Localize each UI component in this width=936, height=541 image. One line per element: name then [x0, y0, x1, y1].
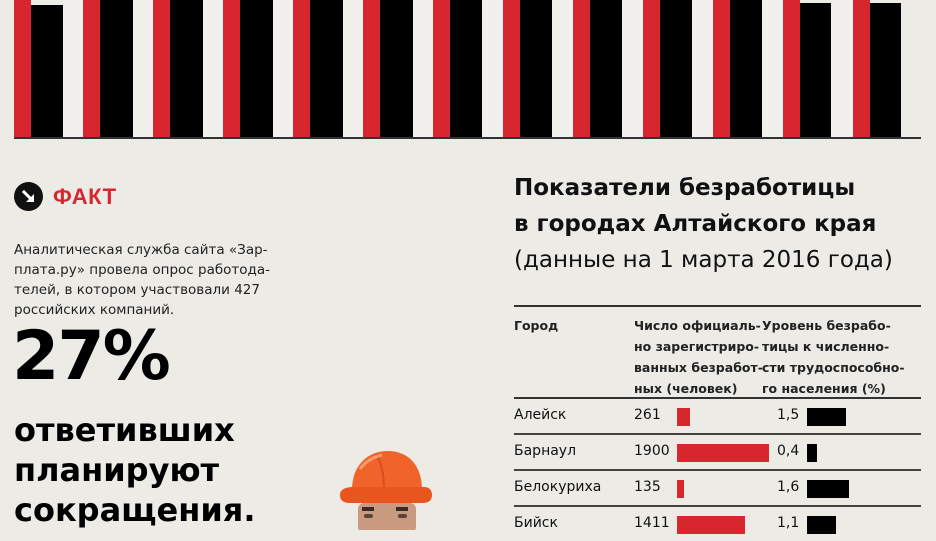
header-text: Город — [514, 318, 559, 333]
title-line: Показатели безработицы — [514, 175, 856, 201]
decorative-bar-red — [293, 0, 310, 137]
decorative-bar-red — [83, 0, 100, 137]
decorative-bar-white — [133, 0, 153, 137]
header-text: го населения (%) — [762, 381, 886, 396]
table-row: Алейск 261 1,5 — [514, 399, 921, 433]
rate-bar — [807, 516, 836, 534]
decorative-bar-white — [203, 0, 223, 137]
decorative-bar-black — [31, 5, 63, 137]
decorative-bar-white — [482, 0, 503, 137]
decorative-bar-black — [800, 3, 831, 137]
unemployed-count: 135 — [634, 479, 661, 495]
decorative-bar-red — [223, 0, 240, 137]
decorative-bar-red — [853, 0, 870, 137]
count-bar — [677, 480, 684, 498]
table-row: Барнаул 1900 0,4 — [514, 433, 921, 469]
fact-label: ФАКТ — [53, 183, 117, 209]
decorative-bar-black — [240, 0, 273, 137]
header-count: Число официаль- но зарегистриро- ванных … — [634, 315, 764, 399]
decorative-bar-black — [100, 0, 133, 137]
decorative-bar-red — [713, 0, 730, 137]
decorative-bar-white — [273, 0, 293, 137]
unemployment-table: Город Число официаль- но зарегистриро- в… — [514, 305, 921, 541]
decorative-bar-white — [622, 0, 643, 137]
big-statement-line: ответивших — [14, 411, 235, 449]
arrow-down-right-circle-icon — [14, 182, 43, 211]
header-text: тицы к численно- — [762, 339, 890, 354]
fact-description: Аналитическая служба сайта «Зар- плата.р… — [14, 240, 294, 320]
decorative-bar-white — [692, 0, 713, 137]
decorative-bar-red — [14, 0, 31, 137]
decorative-bar-white — [413, 0, 433, 137]
decorative-bar-red — [783, 0, 800, 137]
big-statement-line: сокращения. — [14, 491, 256, 529]
rate-bar — [807, 480, 849, 498]
decorative-bar-black — [730, 0, 762, 137]
title-subtitle: (данные на 1 марта 2016 года) — [514, 247, 893, 273]
decorative-bar-black — [450, 0, 482, 137]
header-text: Число официаль- — [634, 318, 761, 333]
unemployment-rate: 1,6 — [777, 479, 800, 495]
header-text: ных (человек) — [634, 381, 738, 396]
decorative-bar-black — [590, 0, 622, 137]
table-body: Алейск 261 1,5 Барнаул 1900 0,4 Белокури… — [514, 399, 921, 541]
infographic-title: Показатели безработицы в городах Алтайск… — [514, 170, 893, 278]
fact-header: ФАКТ — [14, 182, 117, 211]
decorative-bar-red — [363, 0, 380, 137]
decorative-bar-white — [63, 0, 83, 137]
table-header: Город Число официаль- но зарегистриро- в… — [514, 307, 921, 397]
header-rate: Уровень безрабо- тицы к численно- сти тр… — [762, 315, 922, 399]
unemployment-rate: 0,4 — [777, 443, 800, 459]
decorative-bar-red — [153, 0, 170, 137]
unemployed-count: 1900 — [634, 443, 670, 459]
decorative-bar-white — [552, 0, 573, 137]
big-statement: ответивших планируют сокращения. — [14, 410, 255, 530]
rate-bar — [807, 408, 846, 426]
header-text: Уровень безрабо- — [762, 318, 891, 333]
decorative-bar-black — [170, 0, 203, 137]
table-row: Белокуриха 135 1,6 — [514, 469, 921, 505]
header-text: ванных безработ- — [634, 360, 763, 375]
decorative-bar-white — [831, 0, 853, 137]
decorative-bar-red — [643, 0, 660, 137]
decorative-bar-red — [573, 0, 590, 137]
city-name: Бийск — [514, 515, 558, 531]
fact-text-line: телей, в котором участвовали 427 — [14, 282, 260, 298]
decorative-bar-black — [870, 3, 901, 137]
worker-hardhat-image — [340, 451, 432, 530]
fact-text-line: Аналитическая служба сайта «Зар- — [14, 242, 268, 258]
decorative-bar-pattern — [0, 0, 936, 140]
decorative-bar-red — [433, 0, 450, 137]
rate-bar — [807, 444, 817, 462]
unemployed-count: 261 — [634, 407, 661, 423]
header-text: но зарегистриро- — [634, 339, 760, 354]
decorative-bar-white — [343, 0, 363, 137]
decorative-bar-red — [503, 0, 520, 137]
count-bar — [677, 516, 745, 534]
table-top-rule — [514, 305, 921, 307]
big-statement-line: планируют — [14, 451, 220, 489]
decorative-bar-black — [520, 0, 552, 137]
decorative-bar-black — [660, 0, 692, 137]
decorative-bar-white — [762, 0, 783, 137]
header-city: Город — [514, 315, 558, 336]
decorative-bar-black — [310, 0, 343, 137]
title-line: в городах Алтайского края — [514, 211, 877, 237]
city-name: Алейск — [514, 407, 567, 423]
count-bar — [677, 444, 769, 462]
table-header-rule — [514, 397, 921, 399]
big-percentage: 27% — [12, 317, 171, 396]
header-text: сти трудоспособно- — [762, 360, 905, 375]
count-bar — [677, 408, 690, 426]
fact-text-line: российских компаний. — [14, 302, 175, 318]
decorative-bar-black — [380, 0, 413, 137]
unemployment-rate: 1,5 — [777, 407, 800, 423]
city-name: Белокуриха — [514, 479, 602, 495]
bar-pattern-baseline — [14, 137, 921, 139]
city-name: Барнаул — [514, 443, 577, 459]
unemployment-rate: 1,1 — [777, 515, 800, 531]
unemployed-count: 1411 — [634, 515, 670, 531]
fact-text-line: плата.ру» провела опрос работода- — [14, 262, 271, 278]
table-row: Бийск 1411 1,1 — [514, 505, 921, 541]
